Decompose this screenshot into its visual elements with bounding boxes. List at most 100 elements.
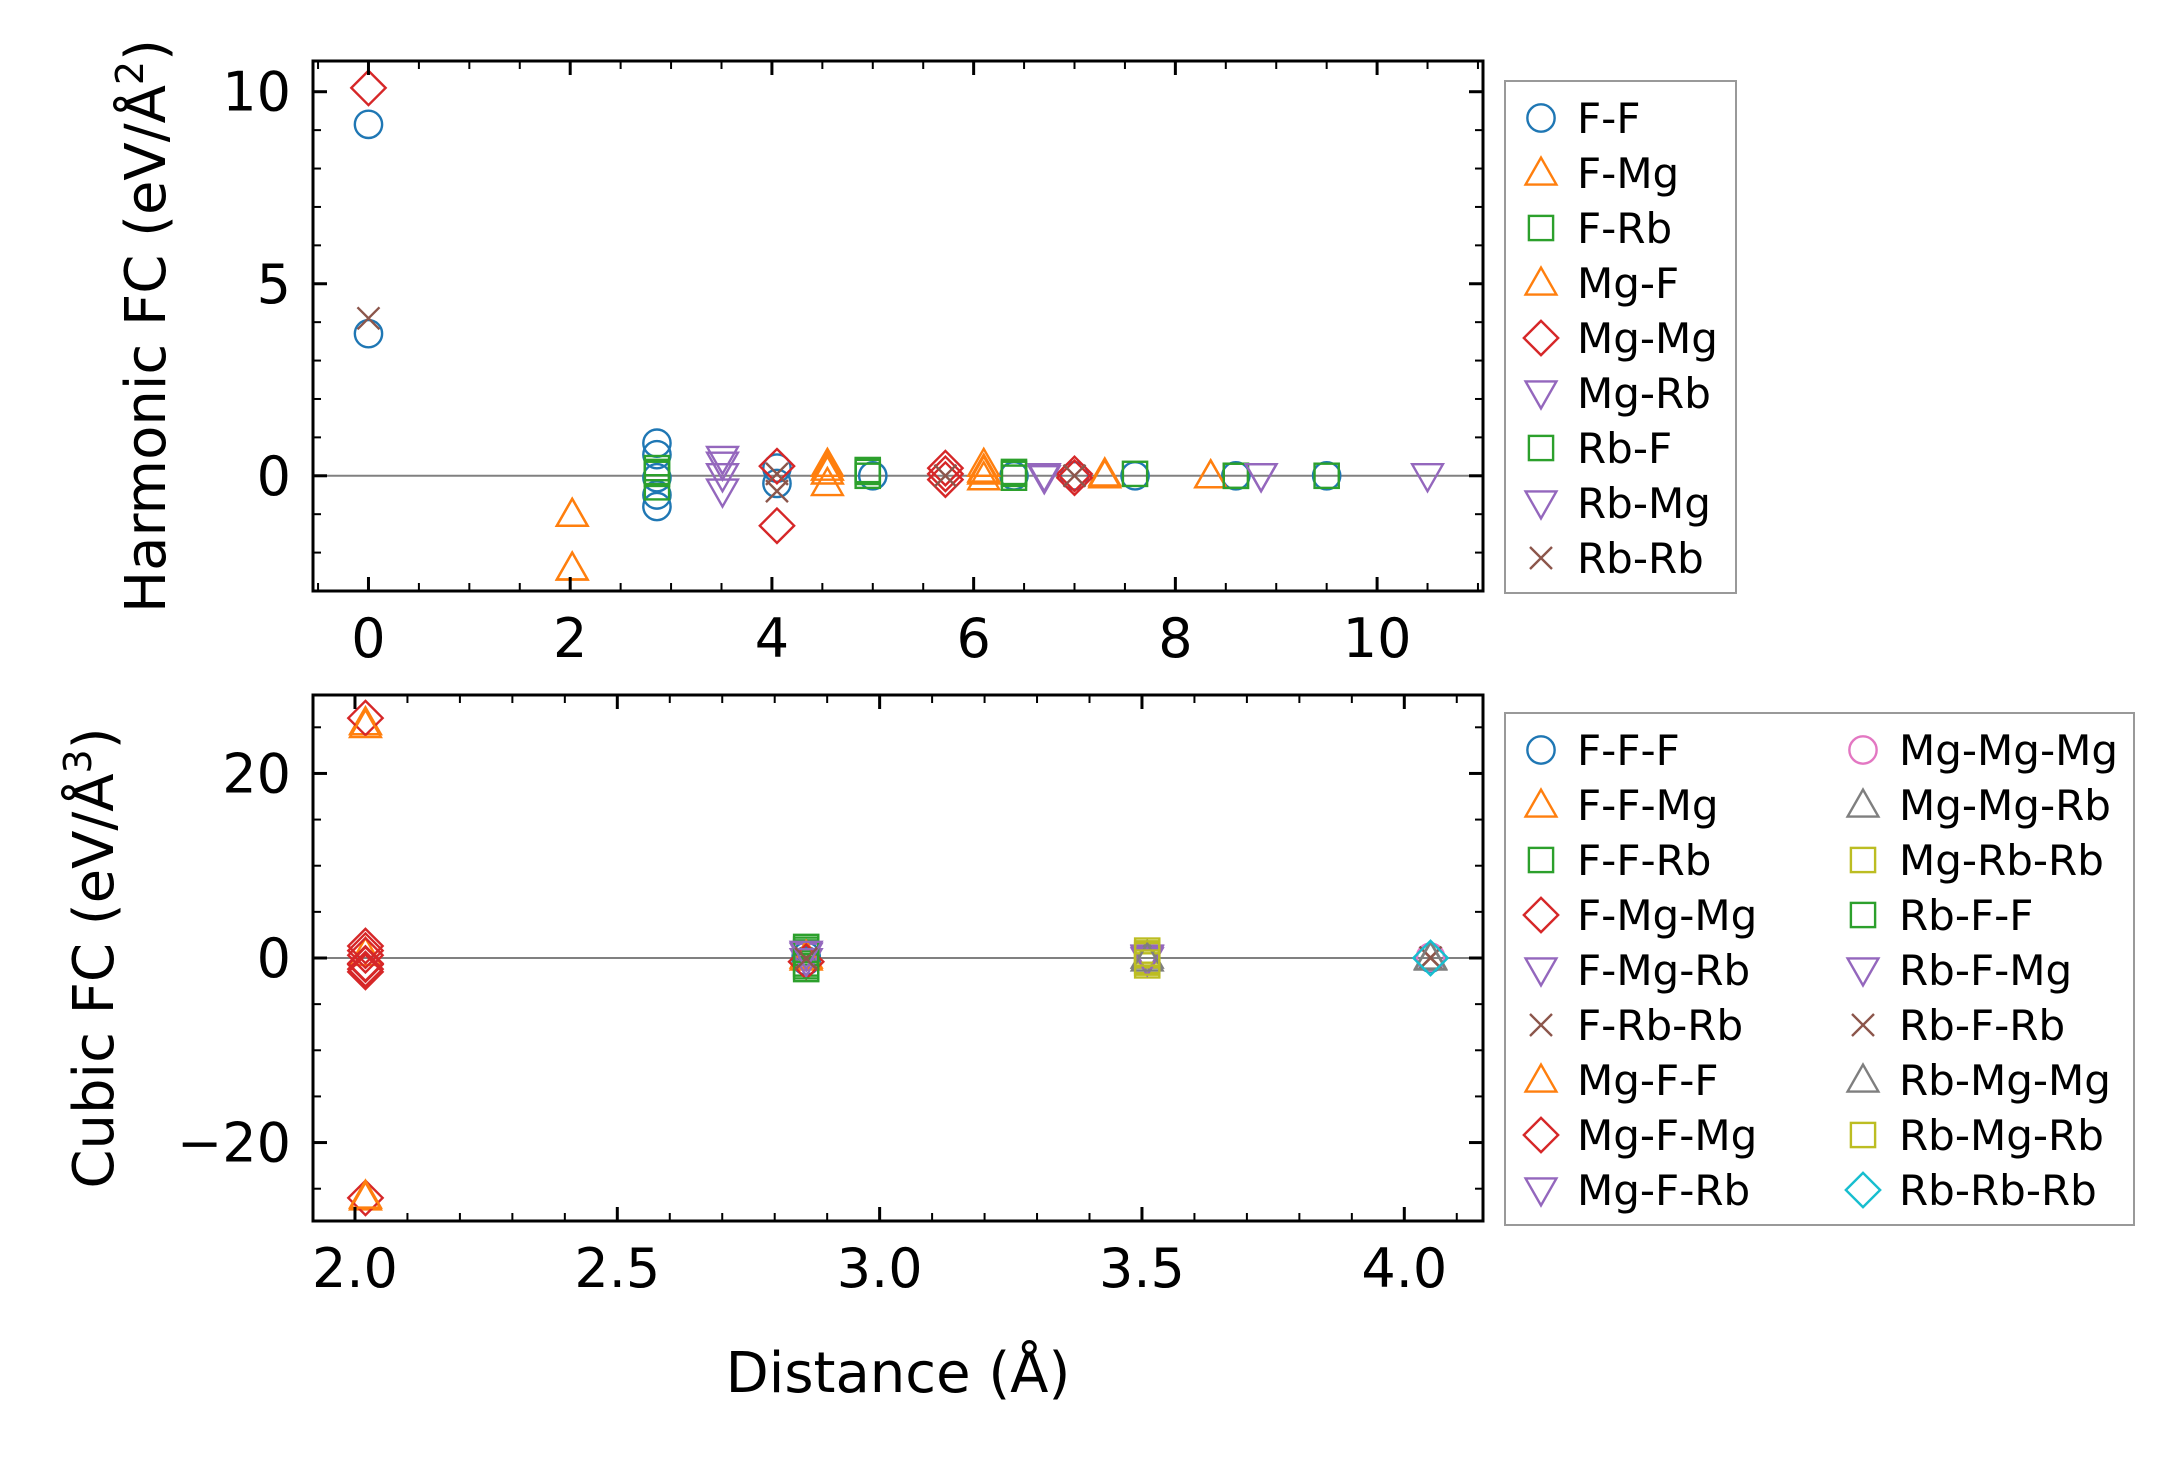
cubic-legend-marker-mg-f-mg: [1522, 1116, 1560, 1154]
harmonic-point-mg-mg: [926, 449, 965, 487]
harmonic-point-f-f: [762, 468, 792, 499]
cubic-x-axis-label: Distance (Å): [726, 1340, 1071, 1406]
harmonic-point-mg-mg: [758, 506, 796, 545]
cubic-legend-marker-rb-mg-mg: [1845, 1062, 1881, 1093]
harmonic-point-mg-mg: [1055, 458, 1094, 497]
harmonic-x-tick-label: 2: [553, 607, 587, 670]
cubic-legend-label-mg-mg-rb: Mg-Mg-Rb: [1899, 781, 2111, 830]
cubic-legend-label-mg-f-f: Mg-F-F: [1577, 1056, 1719, 1105]
cubic-legend-label-rb-f-rb: Rb-F-Rb: [1899, 1001, 2065, 1050]
cubic-legend: F-F-F F-F-Mg F-F-Rb F-Mg-Mg F-Mg-Rb F-Rb-Rb Mg…: [1504, 712, 2135, 1226]
harmonic-point-f-rb: [1313, 462, 1340, 490]
harmonic-y-tick-label: 5: [257, 253, 291, 316]
cubic-point-mg-f-mg: [346, 931, 385, 970]
harmonic-legend-marker-mg-f: [1523, 265, 1559, 296]
cubic-legend-marker-f-f-f: [1526, 735, 1556, 765]
harmonic-point-f-f: [642, 491, 672, 522]
cubic-legend-label-f-mg-mg: F-Mg-Mg: [1577, 891, 1757, 940]
cubic-legend-label-f-f-f: F-F-F: [1577, 726, 1680, 775]
cubic-legend-marker-rb-f-rb: [1851, 1013, 1875, 1037]
harmonic-y-tick-label: 10: [222, 61, 291, 124]
harmonic-point-mg-f: [1087, 457, 1123, 489]
harmonic-point-f-rb: [1121, 460, 1149, 488]
cubic-legend-label-f-f-mg: F-F-Mg: [1577, 781, 1719, 830]
harmonic-legend-label-rb-mg: Rb-Mg: [1577, 479, 1711, 528]
cubic-point-rb-f-rb: [794, 947, 819, 971]
cubic-point-rb-mg-mg: [1129, 941, 1165, 972]
harmonic-x-tick-label: 0: [351, 607, 385, 670]
harmonic-x-tick-label: 4: [755, 607, 789, 670]
harmonic-point-f-mg: [809, 454, 845, 485]
harmonic-legend: F-F F-Mg F-Rb Mg-F Mg-Mg Mg-Rb Rb-F Rb-Mg Rb-Rb: [1504, 80, 1737, 594]
cubic-point-mg-f-mg: [346, 950, 385, 988]
cubic-x-tick-label: 3.5: [1099, 1237, 1185, 1300]
cubic-point-rb-rb-rb: [1411, 939, 1450, 977]
cubic-legend-marker-f-rb-rb: [1529, 1013, 1553, 1037]
harmonic-point-rb-mg: [1026, 464, 1062, 496]
harmonic-legend-label-rb-f: Rb-F: [1577, 424, 1672, 473]
cubic-y-axis-label: Cubic FC (eV/Å3): [56, 727, 127, 1188]
cubic-y-tick-label: 0: [257, 927, 291, 990]
cubic-legend-marker-rb-mg-rb: [1849, 1121, 1877, 1149]
cubic-legend-label-f-rb-rb: F-Rb-Rb: [1577, 1001, 1743, 1050]
harmonic-legend-label-mg-rb: Mg-Rb: [1577, 369, 1711, 418]
harmonic-point-f-f: [353, 318, 384, 349]
harmonic-legend-label-rb-rb: Rb-Rb: [1577, 534, 1704, 583]
cubic-x-tick-label: 2.0: [312, 1237, 398, 1300]
cubic-plot-frame: [311, 693, 1485, 1223]
harmonic-point-rb-rb: [933, 463, 958, 488]
harmonic-point-rb-f: [854, 458, 882, 486]
cubic-legend-label-rb-mg-rb: Rb-Mg-Rb: [1899, 1111, 2104, 1160]
cubic-legend-marker-rb-f-f: [1849, 901, 1877, 929]
harmonic-legend-marker-rb-f: [1527, 434, 1555, 462]
harmonic-x-tick-label: 10: [1343, 607, 1412, 670]
cubic-point-rb-f-rb: [1418, 945, 1443, 970]
harmonic-point-f-f: [642, 439, 672, 470]
cubic-point-f-mg-mg: [346, 952, 385, 991]
cubic-x-tick-label: 3.0: [837, 1237, 923, 1300]
cubic-legend-marker-f-mg-rb: [1523, 957, 1559, 988]
harmonic-point-f-mg: [966, 446, 1002, 478]
harmonic-point-mg-rb: [705, 445, 740, 477]
cubic-point-rb-f-mg: [788, 940, 824, 972]
cubic-legend-label-rb-f-mg: Rb-F-Mg: [1899, 946, 2072, 995]
cubic-point-rb-mg-mg: [1413, 939, 1449, 970]
harmonic-point-mg-mg: [1055, 455, 1094, 493]
harmonic-point-mg-mg: [926, 455, 965, 493]
harmonic-point-f-f: [1311, 460, 1342, 491]
cubic-legend-label-mg-mg-mg: Mg-Mg-Mg: [1899, 726, 2118, 775]
harmonic-point-rb-mg: [705, 451, 740, 483]
harmonic-point-rb-rb: [765, 462, 789, 486]
cubic-legend-marker-rb-rb-rb: [1844, 1171, 1882, 1209]
cubic-legend-label-f-mg-rb: F-Mg-Rb: [1577, 946, 1750, 995]
harmonic-point-f-f: [857, 460, 888, 491]
harmonic-marks: [313, 69, 1483, 581]
harmonic-point-mg-f: [554, 496, 590, 527]
cubic-point-rb-f-mg: [1129, 947, 1165, 978]
cubic-legend-label-mg-rb-rb: Mg-Rb-Rb: [1899, 836, 2104, 885]
cubic-point-mg-f-f: [347, 707, 383, 739]
harmonic-point-rb-mg: [1243, 463, 1279, 494]
harmonic-point-mg-mg: [926, 460, 965, 499]
harmonic-legend-marker-rb-mg: [1523, 490, 1559, 521]
cubic-ticks: 2.0 2.5 3.0 3.5 4.0 −20 0 20: [177, 695, 1483, 1300]
harmonic-point-f-mg: [809, 446, 845, 478]
harmonic-point-f-f: [1221, 460, 1251, 491]
harmonic-legend-marker-f-rb: [1527, 214, 1555, 242]
cubic-legend-marker-mg-mg-rb: [1845, 787, 1881, 818]
harmonic-x-tick-label: 8: [1158, 607, 1192, 670]
cubic-legend-label-rb-mg-mg: Rb-Mg-Mg: [1899, 1056, 2111, 1105]
harmonic-point-rb-rb: [356, 306, 381, 331]
harmonic-legend-label-f-rb: F-Rb: [1577, 204, 1672, 253]
cubic-legend-marker-f-f-rb: [1527, 846, 1555, 874]
harmonic-point-rb-rb: [765, 479, 789, 503]
harmonic-point-f-mg: [966, 459, 1002, 491]
harmonic-point-f-f: [353, 109, 384, 140]
harmonic-point-mg-rb: [1410, 463, 1445, 494]
harmonic-point-mg-f: [554, 550, 590, 581]
cubic-legend-marker-mg-f-f: [1523, 1062, 1559, 1093]
harmonic-legend-marker-mg-rb: [1523, 380, 1559, 411]
harmonic-point-rb-f: [643, 458, 671, 486]
